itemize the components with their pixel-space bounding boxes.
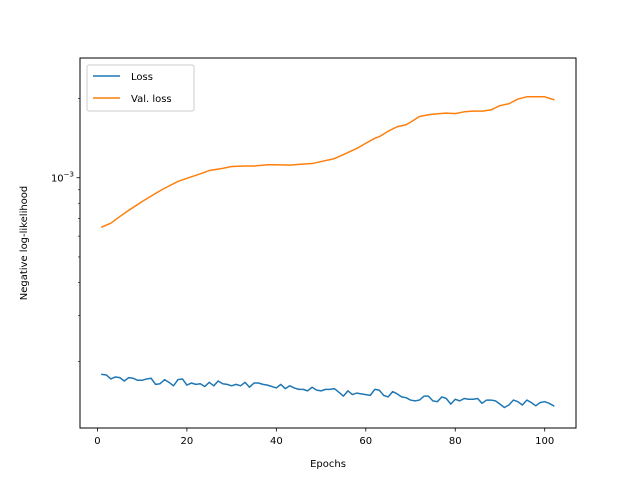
plot-frame <box>79 57 577 429</box>
x-tick-label: 40 <box>270 436 283 447</box>
y-axis-label: Negative log-likelihood <box>19 186 30 301</box>
legend: Loss Val. loss <box>86 64 195 112</box>
x-tick-label: 100 <box>535 436 554 447</box>
x-axis-ticks: 0 20 40 60 80 100 <box>94 428 554 447</box>
x-axis-label: Epochs <box>310 459 346 470</box>
legend-label-loss: Loss <box>131 72 153 83</box>
series-line-val-loss <box>100 96 555 228</box>
x-tick-label: 60 <box>359 436 372 447</box>
x-tick-label: 80 <box>449 436 462 447</box>
plot-lines <box>100 96 555 409</box>
y-axis-ticks: 10−3 <box>51 98 80 363</box>
series-line-loss <box>101 373 555 409</box>
x-tick-label: 20 <box>181 436 194 447</box>
x-tick-label: 0 <box>94 436 100 447</box>
y-tick-label: 10−3 <box>51 171 74 185</box>
legend-label-val-loss: Val. loss <box>131 94 172 105</box>
